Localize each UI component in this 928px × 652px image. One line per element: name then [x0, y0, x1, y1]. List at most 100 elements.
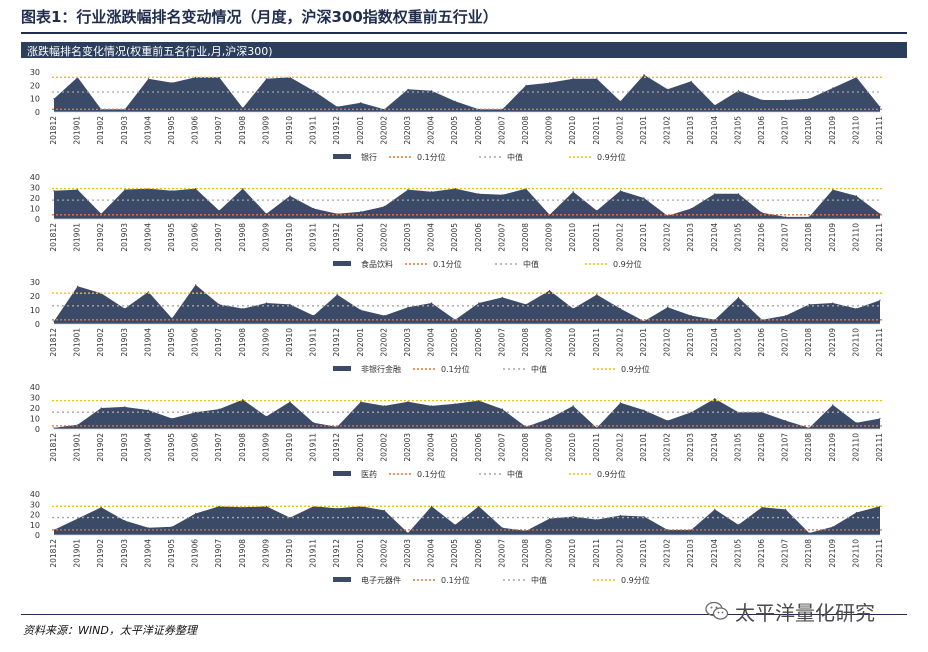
x-tick-label: 201904 [143, 433, 152, 462]
legend-label: 0.1分位 [441, 575, 470, 585]
data-point [454, 524, 456, 526]
data-point [454, 188, 456, 190]
data-point [572, 78, 574, 80]
x-tick-label: 202102 [663, 539, 672, 568]
x-tick-label: 202104 [710, 328, 719, 357]
x-tick-label: 202108 [804, 116, 813, 145]
x-tick-label: 202002 [379, 223, 388, 252]
data-point [313, 422, 315, 424]
x-tick-label: 201902 [96, 539, 105, 568]
x-tick-label: 202006 [474, 433, 483, 462]
x-tick-label: 202003 [403, 223, 412, 252]
x-tick-label: 202005 [450, 328, 459, 357]
footer-rule [21, 614, 907, 615]
x-tick-label: 201902 [96, 116, 105, 145]
data-point [785, 99, 787, 101]
x-tick-label: 202108 [804, 328, 813, 357]
x-tick-label: 202103 [686, 539, 695, 568]
data-point [336, 426, 338, 428]
legend-label: 0.1分位 [441, 364, 470, 374]
data-point [77, 518, 79, 520]
data-point [407, 189, 409, 191]
x-tick-label: 202105 [733, 328, 742, 357]
y-tick-label: 10 [30, 415, 40, 424]
y-tick-label: 20 [30, 511, 40, 520]
y-tick-label: 0 [35, 531, 40, 540]
x-tick-label: 201901 [73, 328, 82, 357]
data-point [549, 82, 551, 84]
x-tick-label: 202107 [781, 116, 790, 145]
data-point [549, 417, 551, 420]
y-tick-label: 0 [35, 108, 40, 117]
x-tick-label: 202005 [450, 223, 459, 252]
x-tick-label: 201812 [49, 328, 58, 357]
x-tick-label: 201911 [309, 116, 318, 145]
data-point [572, 191, 574, 193]
data-point [525, 303, 527, 305]
data-point [265, 302, 267, 304]
data-point [478, 400, 480, 402]
data-point [690, 315, 692, 317]
x-tick-label: 202106 [757, 328, 766, 357]
x-tick-label: 202011 [592, 539, 601, 568]
x-tick-label: 202108 [804, 433, 813, 462]
x-tick-label: 201901 [73, 539, 82, 568]
x-tick-label: 202109 [828, 433, 837, 462]
data-point [100, 213, 102, 215]
x-tick-label: 202101 [639, 116, 648, 145]
x-tick-label: 201910 [285, 328, 294, 357]
data-point [147, 291, 149, 293]
legend-label: 银行 [361, 152, 377, 162]
y-tick-label: 10 [30, 95, 40, 104]
x-tick-label: 201905 [167, 433, 176, 462]
data-point [265, 505, 267, 507]
data-point [785, 216, 787, 218]
data-point [855, 195, 858, 197]
x-tick-label: 201910 [285, 539, 294, 568]
x-tick-label: 202104 [710, 223, 719, 252]
data-point [808, 427, 810, 429]
data-point [785, 315, 787, 317]
data-point [313, 90, 315, 92]
data-point [195, 512, 197, 515]
y-tick-label: 30 [30, 394, 40, 403]
y-tick-label: 0 [35, 425, 40, 434]
x-tick-label: 202004 [427, 539, 436, 568]
x-tick-label: 201912 [332, 433, 341, 462]
data-point [124, 189, 126, 191]
data-point [289, 517, 291, 519]
data-point [195, 411, 197, 413]
source-note: 资料来源：WIND，太平洋证券整理 [23, 624, 197, 637]
data-point [265, 78, 267, 80]
data-point [549, 518, 551, 520]
x-tick-label: 202102 [663, 328, 672, 357]
x-tick-label: 202111 [875, 433, 884, 462]
data-point [77, 189, 79, 191]
data-point [643, 320, 645, 322]
data-point [619, 514, 622, 517]
data-point [667, 420, 669, 422]
x-tick-label: 202004 [427, 433, 436, 462]
x-tick-label: 202006 [474, 223, 483, 252]
x-tick-label: 202012 [615, 539, 624, 568]
legend-swatch [333, 577, 351, 582]
data-point [265, 213, 267, 215]
x-tick-label: 202008 [521, 328, 530, 357]
data-point [714, 319, 716, 321]
x-tick-label: 201812 [49, 433, 58, 462]
watermark-text: 太平洋量化研究 [735, 600, 875, 625]
x-tick-label: 202011 [592, 223, 601, 252]
x-tick-label: 201909 [261, 223, 270, 252]
x-tick-label: 202006 [474, 328, 483, 357]
x-tick-label: 202009 [545, 328, 554, 357]
data-point [643, 409, 645, 411]
x-tick-label: 202012 [615, 223, 624, 252]
x-tick-label: 202009 [545, 116, 554, 145]
x-tick-label: 201901 [73, 223, 82, 252]
x-tick-label: 202003 [403, 539, 412, 568]
data-point [690, 80, 692, 82]
x-tick-label: 201909 [261, 433, 270, 462]
data-point [501, 108, 503, 110]
data-point [195, 76, 197, 78]
